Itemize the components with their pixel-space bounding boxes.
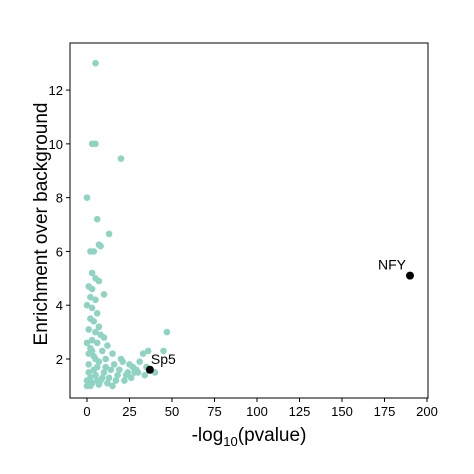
point: [100, 291, 108, 298]
point: [92, 371, 99, 379]
point: [105, 230, 113, 238]
point: [127, 374, 135, 382]
point: [92, 59, 99, 67]
y-tick-label: 8: [56, 191, 63, 206]
point: [102, 355, 109, 363]
point: [163, 328, 171, 336]
y-tick-label: 2: [56, 352, 63, 367]
x-tick-label: 0: [83, 404, 90, 419]
point: [100, 369, 108, 376]
point: [90, 366, 98, 374]
point: [104, 379, 111, 387]
x-label-part: (pvalue): [238, 425, 307, 446]
x-tick-label: 50: [165, 404, 179, 419]
point: [88, 285, 96, 293]
point: [105, 374, 113, 382]
point: [107, 366, 115, 374]
point: [92, 140, 99, 148]
x-tick-label: 125: [289, 404, 311, 419]
x-tick-label: 175: [374, 404, 396, 419]
y-tick-label: 4: [56, 298, 63, 313]
point-label: Sp5: [151, 351, 176, 367]
point: [98, 347, 106, 355]
y-tick-label: 12: [49, 83, 63, 98]
point: [85, 350, 92, 357]
point: [83, 377, 91, 384]
point: [141, 371, 149, 379]
point: [112, 377, 120, 384]
point: [88, 336, 96, 344]
point: [93, 339, 101, 347]
point: [160, 347, 167, 355]
point: [95, 277, 103, 285]
point: [87, 382, 94, 390]
point-label: NFY: [378, 257, 407, 273]
point: [97, 242, 104, 250]
point: [85, 326, 92, 333]
point: [104, 342, 111, 349]
x-axis-label: -log10(pvalue): [192, 425, 307, 449]
x-tick-label: 25: [122, 404, 136, 419]
point: [110, 361, 118, 368]
highlight-point: [405, 271, 414, 280]
point: [85, 369, 92, 376]
point: [100, 334, 108, 341]
highlight-point: [145, 365, 154, 374]
point: [109, 350, 116, 357]
point: [102, 363, 109, 371]
point: [88, 269, 96, 277]
point: [83, 339, 91, 347]
point: [92, 328, 99, 336]
point: [136, 358, 143, 365]
point: [87, 293, 94, 301]
y-axis-label: Enrichment over background: [31, 103, 52, 346]
y-tick-label: 6: [56, 244, 63, 259]
x-tick-label: 150: [331, 404, 353, 419]
x-tick-label: 200: [416, 404, 438, 419]
point: [83, 301, 91, 309]
point: [88, 304, 96, 312]
point: [115, 366, 123, 374]
x-tick-label: 100: [246, 404, 268, 419]
point: [90, 318, 98, 325]
x-label-part: -log: [192, 425, 224, 446]
plot-frame: [69, 42, 429, 399]
point: [90, 248, 98, 255]
point: [119, 358, 126, 365]
x-tick-label: 75: [207, 404, 221, 419]
point: [93, 309, 101, 317]
point: [95, 323, 103, 331]
y-tick-label: 10: [49, 137, 63, 152]
point: [92, 296, 99, 304]
x-label-sub: 10: [223, 434, 237, 449]
point: [109, 382, 116, 390]
point: [85, 361, 92, 368]
point: [121, 377, 128, 384]
point: [122, 371, 130, 379]
point: [139, 350, 147, 357]
point: [129, 363, 137, 371]
point: [144, 347, 152, 355]
point: [114, 371, 121, 379]
point: [98, 374, 106, 382]
point: [93, 215, 101, 223]
point: [117, 155, 125, 162]
point: [83, 194, 91, 201]
point: [92, 355, 99, 363]
point: [93, 377, 101, 384]
